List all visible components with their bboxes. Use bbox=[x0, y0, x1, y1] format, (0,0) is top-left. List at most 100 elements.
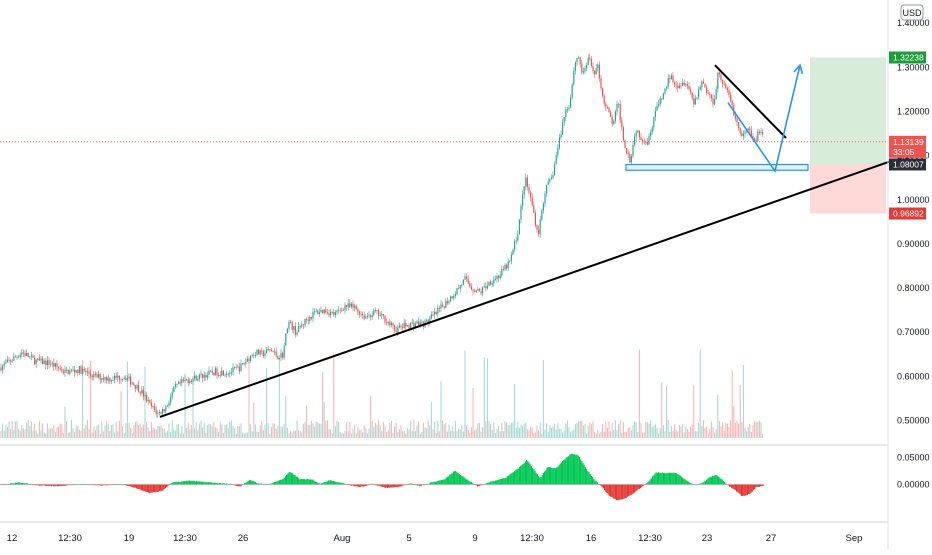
candle-body bbox=[14, 356, 16, 358]
volume-bar bbox=[381, 430, 383, 438]
candle-body bbox=[552, 175, 554, 178]
volume-bar bbox=[626, 431, 628, 438]
oscillator-bar bbox=[661, 472, 663, 485]
volume-bar bbox=[696, 431, 698, 438]
volume-bar bbox=[403, 430, 405, 438]
volume-bar bbox=[67, 432, 69, 438]
candle-body bbox=[520, 205, 522, 220]
volume-bar bbox=[150, 422, 152, 438]
oscillator-bar bbox=[394, 484, 396, 488]
volume-bar bbox=[582, 425, 584, 438]
oscillator-bar bbox=[601, 484, 603, 488]
oscillator-bar bbox=[450, 473, 452, 485]
price-badge bbox=[889, 135, 926, 158]
oscillator-bar bbox=[552, 468, 554, 485]
oscillator-bar bbox=[638, 484, 640, 489]
volume-bar bbox=[622, 422, 624, 438]
oscillator-bar bbox=[36, 484, 38, 486]
oscillator-bar bbox=[701, 483, 703, 485]
candle-body bbox=[515, 240, 517, 242]
oscillator-bar bbox=[101, 484, 103, 486]
volume-bar bbox=[293, 430, 295, 438]
candle-body bbox=[274, 351, 276, 353]
oscillator-bar bbox=[281, 479, 283, 485]
oscillator-bar bbox=[740, 484, 742, 496]
oscillator-bar bbox=[182, 481, 184, 485]
volume-bar bbox=[245, 433, 247, 438]
volume-bar bbox=[104, 425, 106, 438]
oscillator-bar bbox=[293, 474, 295, 485]
oscillator-bar bbox=[148, 484, 150, 493]
volume-bar bbox=[411, 431, 413, 438]
oscillator-bar bbox=[667, 472, 669, 485]
oscillator-bar bbox=[467, 479, 469, 485]
volume-bar bbox=[427, 420, 429, 438]
candle-body bbox=[333, 311, 335, 316]
oscillator-bar bbox=[184, 481, 186, 485]
volume-bar bbox=[278, 354, 280, 438]
oscillator-bar bbox=[659, 472, 661, 485]
oscillator-bar bbox=[106, 484, 108, 486]
candle-body bbox=[110, 380, 112, 382]
candle-body bbox=[170, 397, 172, 403]
oscillator-bar bbox=[360, 484, 362, 487]
candle-body bbox=[525, 177, 527, 187]
candle-body bbox=[45, 360, 47, 366]
volume-bar bbox=[568, 427, 570, 438]
candle-body bbox=[566, 109, 568, 111]
oscillator-bar bbox=[664, 473, 666, 485]
oscillator-bar bbox=[534, 470, 536, 485]
candle-body bbox=[382, 314, 384, 316]
oscillator-bar bbox=[628, 484, 630, 497]
candle-body bbox=[445, 301, 447, 308]
price-tick-label: 1.40000 bbox=[897, 18, 930, 28]
oscillator-bar bbox=[636, 484, 638, 491]
oscillator-bar bbox=[436, 481, 438, 485]
volume-bar bbox=[120, 391, 122, 438]
candle-body bbox=[523, 186, 525, 195]
candle-body bbox=[565, 109, 567, 118]
time-tick-label: 23 bbox=[702, 533, 713, 544]
candle-body bbox=[414, 323, 416, 327]
oscillator-bar bbox=[625, 484, 627, 498]
candle-body bbox=[454, 294, 456, 297]
volume-bar bbox=[14, 421, 16, 438]
candle-body bbox=[752, 135, 754, 139]
volume-bar bbox=[202, 427, 204, 438]
oscillator-bar bbox=[680, 476, 682, 485]
candle-body bbox=[597, 64, 599, 69]
volume-bar bbox=[26, 422, 28, 438]
candle-body bbox=[37, 358, 39, 360]
volume-bar bbox=[475, 429, 477, 438]
volume-bar bbox=[171, 420, 173, 438]
oscillator-bar bbox=[545, 470, 547, 485]
oscillator-bar bbox=[212, 482, 214, 485]
volume-bar bbox=[221, 424, 223, 438]
volume-bar bbox=[597, 429, 599, 438]
oscillator-bar bbox=[688, 481, 690, 485]
candle-body bbox=[678, 85, 680, 89]
volume-bar bbox=[464, 350, 466, 438]
volume-bar bbox=[443, 424, 445, 438]
oscillator-bar bbox=[655, 472, 657, 485]
volume-bar bbox=[275, 428, 277, 438]
candle-body bbox=[450, 296, 452, 302]
volume-bar bbox=[614, 420, 616, 438]
candle-body bbox=[595, 68, 597, 75]
candle-body bbox=[46, 360, 48, 366]
volume-bar bbox=[347, 431, 349, 438]
oscillator-bar bbox=[532, 467, 534, 485]
volume-bar bbox=[88, 428, 90, 438]
currency-badge[interactable]: USD bbox=[900, 4, 924, 21]
oscillator-bar bbox=[485, 483, 487, 485]
volume-bar bbox=[379, 425, 381, 438]
candle-body bbox=[410, 322, 412, 329]
oscillator-bar bbox=[318, 483, 320, 485]
volume-bar bbox=[674, 424, 676, 438]
volume-bar bbox=[488, 420, 490, 438]
oscillator-bar bbox=[488, 482, 490, 485]
oscillator-bar bbox=[535, 472, 537, 485]
volume-bar bbox=[102, 431, 104, 438]
volume-bar bbox=[698, 422, 700, 438]
volume-bar bbox=[688, 431, 690, 438]
